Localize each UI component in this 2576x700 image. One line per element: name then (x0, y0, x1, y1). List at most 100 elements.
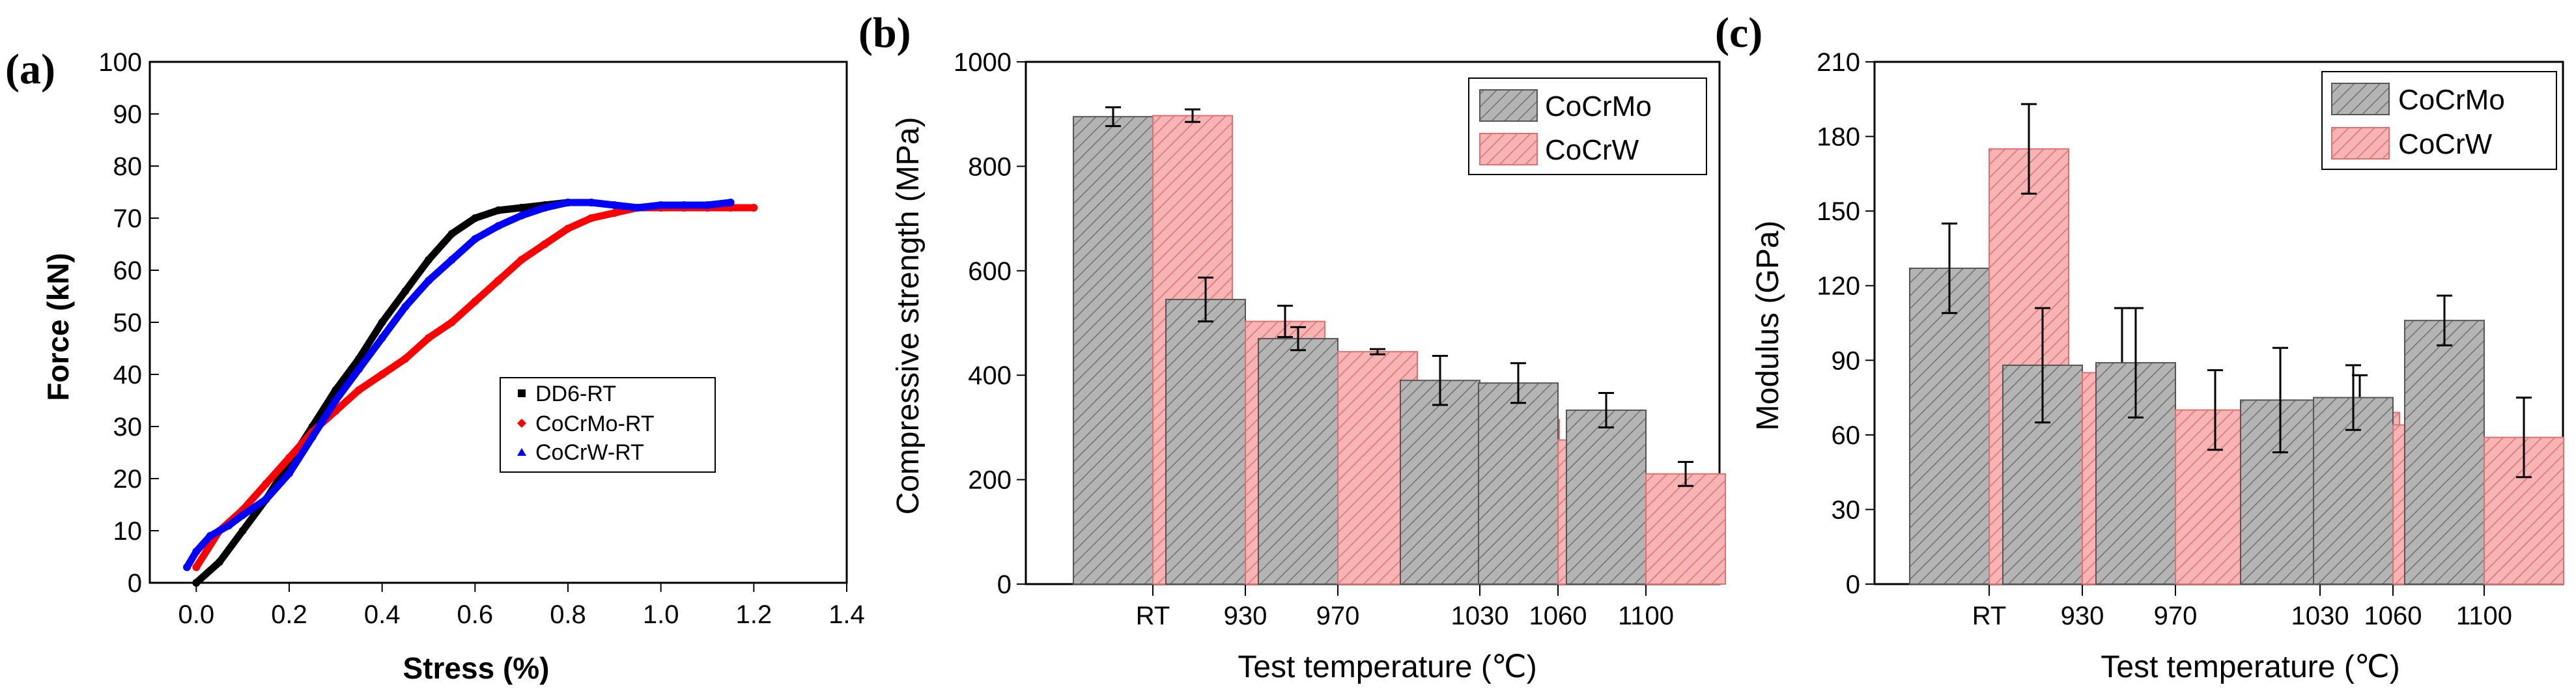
data-point-cocrmo-rt (401, 355, 410, 363)
panel-c-ytick-label: 180 (1817, 123, 1860, 152)
data-point-cocrw-rt (332, 397, 340, 404)
legend-dd6-label: DD6-RT (535, 382, 616, 406)
data-point-cocrmo-rt (541, 240, 549, 248)
panel-a-ytick-label: 70 (113, 204, 143, 233)
data-point-cocrw-rt (564, 199, 572, 206)
panel-a-ytick-label: 100 (98, 48, 142, 77)
data-point-cocrw-rt (610, 201, 619, 209)
panel-c: (c) 0 30 60 90 120 150 180 210 RT 930 970 1030 1060 1… (1715, 9, 2564, 684)
panel-b-ylabel: Compressive strength (MPa) (891, 117, 926, 515)
panel-c-ytick-label: 60 (1832, 421, 1861, 450)
panel-a-xtick-label: 0.6 (457, 600, 494, 629)
panel-c-xtick-label: RT (1972, 602, 2007, 630)
panel-a-xlabel: Stress (%) (403, 651, 550, 685)
data-point-cocrmo-rt (285, 454, 293, 462)
legend-c-cocrmo-swatch (2331, 83, 2390, 115)
panel-b-label: (b) (858, 9, 911, 57)
panel-c-xtick-label: 930 (2061, 602, 2104, 630)
panel-b-legend: CoCrMo CoCrW (1468, 77, 1707, 175)
data-point-dd6-rt (471, 214, 479, 222)
data-point-dd6-rt (216, 558, 223, 566)
data-point-cocrw-rt (238, 511, 247, 519)
panel-a-xtick-label: 0.4 (364, 600, 401, 629)
bar-cocrmo-1100 (1566, 409, 1647, 585)
data-point-cocrw-rt (183, 563, 191, 571)
legend-c-cocrmo-label: CoCrMo (2398, 84, 2505, 116)
panel-a-ylabel: Force (kN) (41, 253, 75, 400)
data-point-cocrw-rt (206, 532, 214, 540)
panel-a-ytick-label: 0 (128, 569, 142, 598)
data-point-cocrw-rt (726, 199, 735, 206)
data-point-dd6-rt (401, 287, 410, 295)
data-point-cocrmo-rt (378, 371, 386, 378)
bar-cocrmo-RT (1909, 267, 1990, 585)
legend-cocrw-label: CoCrW-RT (535, 440, 644, 465)
data-point-cocrmo-rt (447, 318, 456, 326)
panel-c-xtick-label: 1100 (2456, 602, 2512, 630)
panel-a-ytick-label: 30 (113, 413, 143, 441)
bar-cocrmo-970 (1258, 338, 1338, 585)
data-point-dd6-rt (447, 230, 456, 238)
data-point-cocrmo-rt (587, 214, 595, 222)
panel-a-xtick-label: 1.0 (643, 600, 679, 629)
panel-a-ytick-label: 50 (113, 309, 143, 337)
panel-b-ytick-label: 800 (968, 152, 1012, 181)
data-point-cocrmo-rt (750, 204, 758, 212)
panel-a-label: (a) (5, 46, 55, 93)
legend-marker-cocrw (517, 448, 526, 456)
data-point-cocrw-rt (634, 204, 642, 212)
panel-c-legend: CoCrMo CoCrW (2321, 71, 2557, 170)
panel-a-xtick-label: 1.4 (828, 600, 865, 629)
panel-b-xtick-label: 1060 (1529, 602, 1587, 630)
panel-b-xlabel: Test temperature (℃) (1238, 650, 1536, 684)
panel-a-legend: DD6-RT CoCrMo-RT CoCrW-RT (500, 377, 716, 473)
panel-c-ytick-label: 120 (1817, 272, 1860, 301)
data-point-cocrmo-rt (610, 209, 619, 217)
data-point-cocrmo-rt (564, 225, 572, 232)
data-point-cocrw-rt (225, 522, 233, 529)
panel-b-ytick-label: 1000 (954, 48, 1012, 77)
panel-b-ytick-label: 200 (968, 466, 1012, 495)
panel-c-ytick-label: 210 (1817, 48, 1860, 77)
data-point-cocrmo-rt (471, 298, 479, 305)
panel-c-xtick-label: 970 (2154, 602, 2198, 630)
panel-b: (b) 0 200 400 600 800 1000 RT 930 970 1030 1060 110… (858, 9, 1726, 684)
data-point-dd6-rt (517, 204, 526, 212)
data-point-dd6-rt (425, 256, 432, 264)
bar-cocrmo-1060 (1478, 382, 1559, 585)
data-point-dd6-rt (494, 206, 502, 214)
panel-b-xtick-label: 970 (1316, 602, 1360, 630)
panel-a-xtick-label: 0.2 (271, 600, 307, 629)
panel-a-ytick-label: 20 (113, 465, 143, 494)
data-point-cocrmo-rt (494, 277, 502, 285)
panel-a: (a) 0 10 20 30 40 50 60 70 80 90 100 0.0 0.2 0.4 0.6 0.… (5, 46, 865, 685)
legend-b-cocrmo-swatch (1479, 89, 1538, 122)
data-point-cocrw-rt (494, 222, 502, 230)
panel-a-ytick-label: 40 (113, 361, 143, 389)
panel-c-ytick-label: 90 (1832, 346, 1861, 375)
data-point-cocrw-rt (587, 199, 595, 206)
panel-c-ytick-label: 0 (1846, 570, 1860, 599)
legend-cocrmo-label: CoCrMo-RT (535, 412, 655, 436)
data-point-cocrmo-rt (425, 334, 432, 342)
bar-cocrmo-930 (1165, 298, 1246, 585)
data-point-cocrw-rt (517, 212, 526, 219)
panel-c-xtick-label: 1060 (2364, 602, 2422, 630)
panel-c-xtick-label: 1030 (2291, 602, 2349, 630)
data-point-cocrw-rt (285, 469, 293, 477)
data-point-cocrw-rt (401, 303, 410, 311)
data-point-cocrw-rt (262, 496, 270, 503)
data-point-cocrmo-rt (355, 386, 363, 394)
bar-cocrw-1100 (1645, 473, 1726, 585)
panel-c-ytick-label: 150 (1817, 197, 1860, 226)
data-point-cocrmo-rt (517, 256, 526, 264)
panel-b-ytick-label: 600 (968, 257, 1012, 286)
data-point-cocrmo-rt (192, 563, 201, 571)
panel-a-xtick-label: 0.8 (550, 600, 586, 629)
legend-b-cocrw-label: CoCrW (1545, 134, 1639, 166)
bar-cocrmo-1030 (1400, 380, 1480, 585)
data-point-cocrw-rt (378, 334, 386, 342)
panel-b-xtick-label: 930 (1224, 602, 1267, 630)
panel-c-xlabel: Test temperature (℃) (2101, 650, 2399, 684)
panel-a-legend-box (500, 377, 716, 473)
